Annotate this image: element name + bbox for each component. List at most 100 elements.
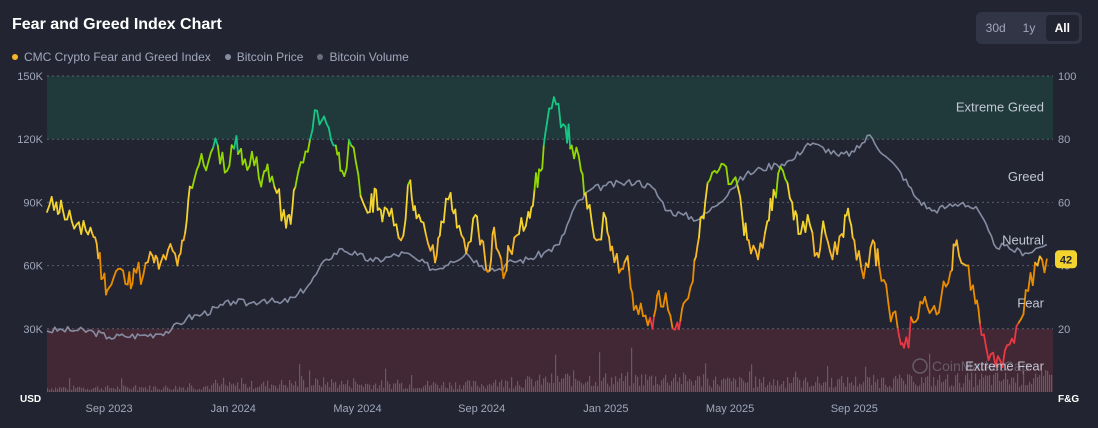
volume-bar (239, 389, 241, 392)
volume-bar (405, 388, 407, 392)
volume-bar (241, 377, 243, 392)
volume-bar (887, 386, 889, 392)
range-1y-button[interactable]: 1y (1022, 21, 1036, 35)
fear-greed-segment (291, 189, 295, 210)
fear-greed-segment (869, 239, 874, 249)
volume-bar (591, 385, 593, 392)
fear-greed-segment (842, 214, 846, 238)
volume-bar (739, 376, 741, 392)
volume-bar (389, 383, 391, 392)
volume-bar (477, 385, 479, 392)
volume-bar (335, 381, 337, 392)
volume-bar (743, 380, 745, 392)
volume-bar (881, 377, 883, 392)
volume-bar (499, 382, 501, 392)
volume-bar (163, 387, 165, 392)
volume-bar (843, 382, 845, 392)
volume-bar (709, 385, 711, 392)
volume-bar (501, 379, 503, 392)
volume-bar (665, 374, 667, 392)
fear-greed-segment (137, 261, 142, 285)
volume-bar (145, 387, 147, 392)
volume-bar (1041, 370, 1043, 392)
volume-bar (937, 379, 939, 392)
fear-greed-segment (302, 150, 307, 164)
volume-bar (569, 375, 571, 392)
fear-greed-segment (200, 153, 205, 167)
fear-greed-segment (431, 244, 437, 264)
volume-bar (147, 389, 149, 392)
fear-greed-segment (651, 315, 655, 330)
fear-greed-segment (157, 260, 163, 270)
fear-greed-segment (764, 220, 769, 234)
volume-bar (809, 387, 811, 392)
volume-bar (817, 376, 819, 392)
volume-bar (111, 388, 113, 392)
volume-bar (749, 371, 751, 392)
legend-item-bitcoin-volume[interactable]: Bitcoin Volume (317, 50, 409, 64)
volume-bar (661, 380, 663, 392)
fear-greed-segment (889, 312, 894, 323)
volume-bar (449, 382, 451, 392)
volume-bar (435, 383, 437, 392)
fear-greed-segment (639, 302, 644, 318)
volume-bar (547, 382, 549, 392)
volume-bar (113, 388, 115, 392)
volume-bar (1001, 381, 1003, 392)
right-axis-tick-label: 100 (1058, 71, 1076, 83)
volume-bar (835, 386, 837, 392)
volume-bar (401, 382, 403, 392)
fear-greed-segment (352, 146, 357, 164)
volume-bar (619, 378, 621, 392)
volume-bar (109, 388, 111, 392)
volume-bar (125, 386, 127, 392)
volume-bar (341, 380, 343, 392)
fear-greed-segment (761, 231, 766, 249)
volume-bar (407, 388, 409, 392)
fear-greed-segment (734, 176, 739, 188)
volume-bar (805, 377, 807, 392)
volume-bar (377, 388, 379, 392)
volume-bar (207, 386, 209, 392)
volume-bar (651, 375, 653, 392)
volume-bar (333, 382, 335, 392)
volume-bar (531, 378, 533, 392)
volume-bar (877, 379, 879, 392)
volume-bar (981, 373, 983, 392)
fear-greed-segment (243, 158, 249, 171)
legend-label: CMC Crypto Fear and Greed Index (24, 50, 211, 64)
fear-greed-segment (858, 250, 863, 269)
volume-bar (233, 383, 235, 392)
fear-greed-segment (955, 239, 960, 257)
volume-bar (925, 377, 927, 392)
volume-bar (801, 387, 803, 392)
volume-bar (575, 378, 577, 392)
legend-item-bitcoin-price[interactable]: Bitcoin Price (224, 50, 303, 64)
volume-bar (195, 389, 197, 392)
volume-bar (235, 385, 237, 392)
fear-greed-segment (910, 316, 915, 324)
fear-greed-segment (413, 205, 418, 220)
fear-greed-segment (131, 267, 135, 285)
volume-bar (489, 383, 491, 392)
fear-greed-segment (477, 230, 482, 246)
range-30d-button[interactable]: 30d (985, 21, 1006, 35)
volume-bar (381, 380, 383, 392)
fear-greed-segment (228, 144, 233, 167)
volume-bar (779, 385, 781, 392)
volume-bar (761, 382, 763, 392)
fear-greed-segment (60, 199, 64, 210)
volume-bar (481, 383, 483, 392)
fear-greed-segment (958, 255, 963, 264)
volume-bar (543, 378, 545, 392)
volume-bar (649, 376, 651, 392)
legend-item-fear-greed[interactable]: CMC Crypto Fear and Greed Index (12, 50, 211, 64)
chart-legend: CMC Crypto Fear and Greed Index Bitcoin … (12, 50, 409, 64)
volume-bar (317, 379, 319, 392)
volume-bar (433, 381, 435, 392)
range-all-button[interactable]: All (1045, 15, 1079, 41)
volume-bar (75, 388, 77, 392)
fear-greed-segment (541, 143, 545, 170)
